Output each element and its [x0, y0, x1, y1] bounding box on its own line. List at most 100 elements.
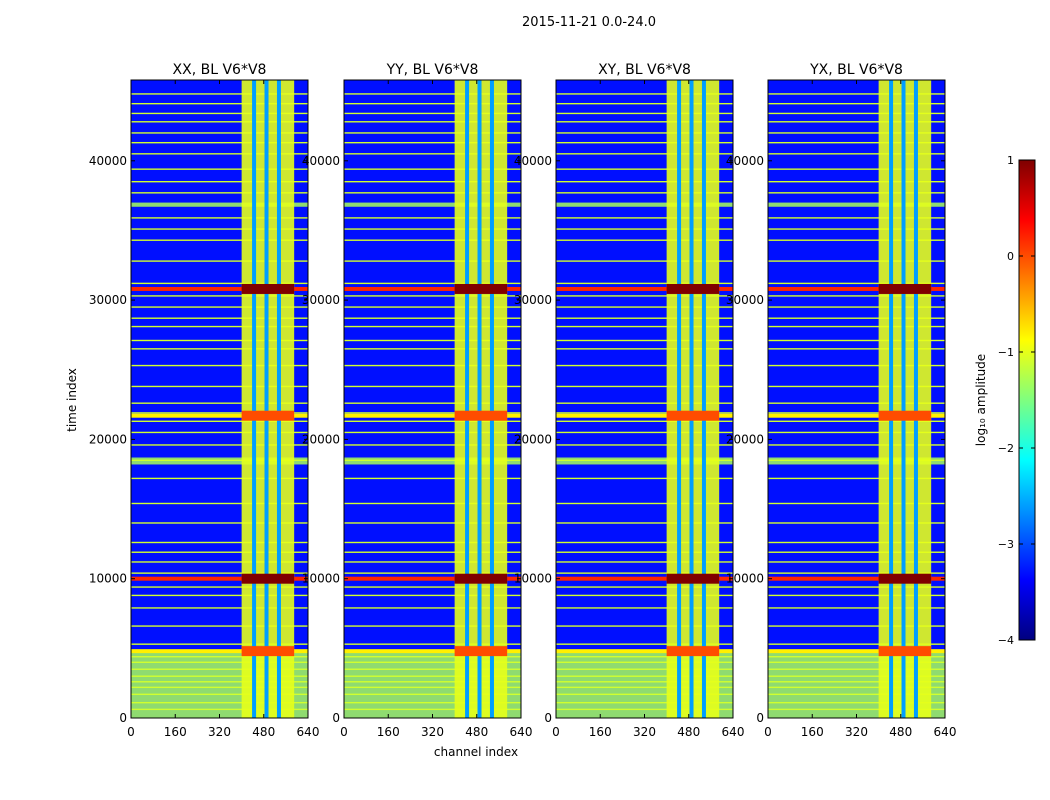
heatmap-strong-rfi-spot — [666, 410, 720, 421]
heatmap-rfi-line — [131, 431, 308, 434]
heatmap-rfi-line — [344, 586, 521, 588]
heatmap-band-gap — [276, 80, 281, 718]
heatmap-band-gap — [677, 80, 682, 718]
panel-title: YX, BL V6*V8 — [809, 62, 903, 78]
heatmap-rfi-line — [556, 317, 733, 319]
x-tick-label: 480 — [677, 725, 700, 739]
heatmap-rfi-line — [131, 607, 308, 609]
heatmap-rfi-line — [556, 572, 733, 574]
heatmap-strong-rfi-line — [556, 286, 733, 291]
heatmap-rfi-line — [131, 701, 308, 704]
colorbar-tick-label: −1 — [998, 346, 1014, 359]
heatmap-rfi-line — [344, 572, 521, 574]
heatmap-rfi-line — [131, 459, 308, 461]
heatmap-rfi-line — [344, 420, 521, 422]
y-axis-label: time index — [65, 368, 79, 432]
x-tick-label: 0 — [552, 725, 560, 739]
heatmap-rfi-line — [131, 625, 308, 627]
heatmap-rfi-line — [556, 586, 733, 588]
x-tick-label: 480 — [252, 725, 275, 739]
heatmap-rfi-line — [131, 317, 308, 319]
heatmap-rfi-line — [768, 572, 945, 574]
heatmap-rfi-line — [131, 594, 308, 597]
heatmap-band-gap — [889, 80, 894, 718]
heatmap-rfi-line — [556, 402, 733, 404]
heatmap-rfi-line — [768, 561, 945, 563]
y-tick-label: 30000 — [514, 293, 552, 307]
colorbar-tick-label: 1 — [1007, 154, 1014, 167]
colorbar: 1 0 −1 −2 −3 −4 log₁₀ amplitude — [974, 154, 1036, 647]
heatmap-rfi-line — [131, 561, 308, 563]
heatmap-rfi-line — [556, 260, 733, 262]
heatmap-rfi-line — [131, 339, 308, 342]
heatmap-rfi-line — [344, 168, 521, 170]
heatmap-rfi-line — [344, 681, 521, 683]
x-tick-label: 480 — [889, 725, 912, 739]
heatmap-rfi-line — [768, 260, 945, 262]
y-tick-label: 40000 — [514, 154, 552, 168]
heatmap-strong-rfi-line — [768, 286, 945, 291]
heatmap-rfi-line — [556, 643, 733, 645]
heatmap-strong-rfi-line — [768, 649, 945, 654]
heatmap-rfi-line — [556, 228, 733, 230]
x-tick-label: 160 — [801, 725, 824, 739]
heatmap-rfi-line — [556, 681, 733, 683]
heatmap-rfi-line — [556, 661, 733, 663]
heatmap-rfi-line — [768, 282, 945, 285]
heatmap-rfi-line — [556, 132, 733, 134]
heatmap-rfi-line — [556, 668, 733, 670]
heatmap-rfi-line — [768, 686, 945, 689]
heatmap-rfi-line — [131, 192, 308, 194]
heatmap-rfi-line — [556, 295, 733, 297]
heatmap-strong-rfi-spot — [454, 646, 508, 657]
heatmap-rfi-line — [131, 282, 308, 285]
heatmap-rfi-line — [768, 522, 945, 524]
y-tick-label: 40000 — [89, 154, 127, 168]
heatmap-rfi-line — [768, 325, 945, 328]
heatmap-rfi-line — [768, 180, 945, 183]
heatmap-rfi-line — [131, 168, 308, 170]
heatmap-rfi-line — [768, 459, 945, 461]
heatmap-rfi-line — [556, 522, 733, 524]
heatmap-rfi-line — [768, 121, 945, 123]
y-tick-label: 20000 — [726, 432, 764, 446]
heatmap-rfi-line — [556, 686, 733, 689]
heatmap-rfi-line — [768, 385, 945, 388]
heatmap-rfi-line — [131, 412, 308, 414]
colorbar-tick-label: −2 — [998, 442, 1014, 455]
heatmap-rfi-line — [768, 217, 945, 219]
heatmap-strong-rfi-spot — [666, 646, 720, 657]
heatmap-rfi-line — [556, 502, 733, 505]
heatmap-rfi-line — [131, 572, 308, 574]
heatmap-rfi-line — [556, 180, 733, 183]
x-tick-label: 320 — [633, 725, 656, 739]
heatmap-rfi-line — [344, 141, 521, 144]
heatmap-rfi-line — [131, 686, 308, 689]
x-tick-label: 160 — [589, 725, 612, 739]
heatmap-flagged-range — [344, 202, 521, 207]
heatmap-rfi-line — [556, 121, 733, 123]
heatmap-strong-rfi-line — [768, 413, 945, 418]
heatmap-rfi-line — [131, 420, 308, 422]
heatmap-panel: YX, BL V6*V8 0 160 320 480 640 0 10000 20000 3000… — [726, 62, 957, 739]
heatmap-rfi-line — [768, 551, 945, 553]
heatmap-rfi-line — [344, 339, 521, 342]
heatmap-strong-rfi-line — [344, 649, 521, 654]
heatmap-rfi-line — [344, 239, 521, 241]
heatmap-rfi-line — [556, 412, 733, 414]
heatmap-rfi-line — [344, 643, 521, 645]
heatmap-rfi-line — [556, 444, 733, 446]
x-tick-label: 640 — [722, 725, 745, 739]
heatmap-rfi-line — [768, 239, 945, 241]
colorbar-tick-label: 0 — [1007, 250, 1014, 263]
heatmap-rfi-line — [131, 132, 308, 134]
heatmap-rfi-line — [344, 112, 521, 115]
heatmap-rfi-line — [344, 132, 521, 134]
heatmap-rfi-line — [556, 102, 733, 105]
heatmap-rfi-line — [344, 444, 521, 446]
heatmap-rfi-line — [131, 260, 308, 262]
y-tick-label: 20000 — [302, 432, 340, 446]
y-tick-label: 0 — [544, 711, 552, 725]
heatmap-strong-rfi-spot — [666, 283, 720, 294]
heatmap-rfi-line — [131, 295, 308, 297]
